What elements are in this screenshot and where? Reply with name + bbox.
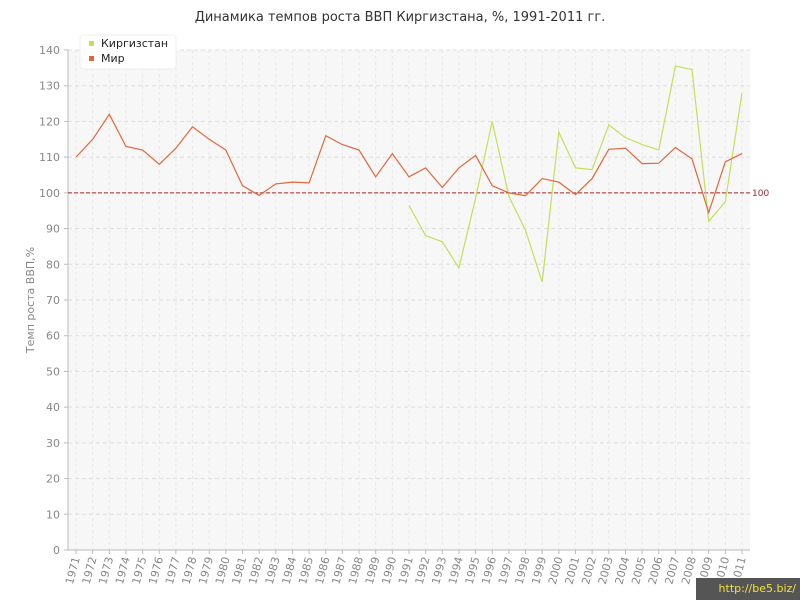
y-tick-label: 110 [39, 151, 60, 164]
y-tick-label: 80 [46, 258, 60, 271]
series-lines [75, 65, 743, 283]
y-tick-label: 40 [46, 401, 60, 414]
y-tick-label: 30 [46, 437, 60, 450]
legend-label: Мир [101, 52, 125, 65]
chart-title: Динамика темпов роста ВВП Киргизстана, %… [194, 10, 606, 25]
legend-marker [89, 41, 94, 46]
y-axis-label: Темп роста ВВП,% [24, 247, 37, 354]
reference-line-group: 100 [68, 189, 769, 199]
y-tick-label: 90 [46, 223, 60, 236]
y-tick-label: 50 [46, 365, 60, 378]
y-tick-label: 140 [39, 44, 60, 57]
reference-line-label: 100 [752, 189, 769, 199]
grid [68, 49, 750, 550]
y-tick-label: 0 [53, 544, 60, 557]
x-tick-labels: 1971197219731974197519761977197819791980… [63, 550, 749, 586]
y-tick-label: 130 [39, 80, 60, 93]
y-tick-label: 100 [39, 187, 60, 200]
y-tick-label: 20 [46, 473, 60, 486]
y-tick-label: 70 [46, 294, 60, 307]
legend-label: Киргизстан [101, 37, 168, 50]
series-line-Киргизстан [408, 65, 743, 283]
legend-box [79, 34, 177, 70]
legend[interactable]: Киргизстан Мир [79, 34, 177, 70]
legend-marker [89, 56, 94, 61]
y-tick-labels: 0 10 20 30 40 50 60 70 80 90 100 110 120 130 140 [39, 44, 68, 557]
y-tick-label: 10 [46, 508, 60, 521]
y-tick-label: 60 [46, 330, 60, 343]
series-line-Мир [75, 113, 743, 215]
y-tick-label: 120 [39, 115, 60, 128]
watermark[interactable]: http://be5.biz/ [696, 578, 800, 600]
